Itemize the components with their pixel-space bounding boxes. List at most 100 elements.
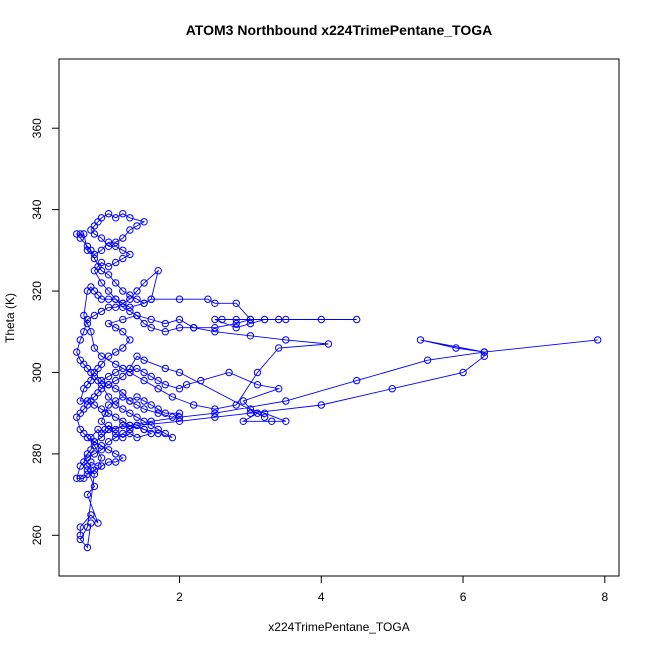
data-point (112, 324, 120, 332)
data-point (112, 279, 120, 287)
data-point (140, 405, 148, 413)
data-point (133, 287, 141, 295)
data-point (83, 466, 92, 474)
data-point (126, 226, 134, 234)
series-path (75, 213, 598, 549)
data-point (268, 417, 276, 425)
data-point (126, 214, 134, 222)
data-point (126, 397, 134, 405)
data-point (126, 429, 134, 438)
data-point (97, 405, 106, 413)
data-point (225, 368, 233, 377)
data-point (232, 401, 240, 409)
data-point (97, 381, 106, 389)
data-point (211, 328, 219, 336)
y-tick-label: 260 (30, 525, 44, 545)
data-point (76, 234, 85, 242)
data-point (112, 295, 120, 303)
data-point (211, 315, 219, 324)
data-point (83, 401, 92, 409)
data-point (119, 433, 127, 442)
data-point (154, 429, 162, 438)
data-point (175, 368, 184, 377)
data-point (104, 381, 113, 389)
data-point (260, 315, 269, 324)
data-point (97, 376, 106, 385)
data-point (126, 291, 134, 299)
data-point (83, 315, 92, 324)
data-point (112, 238, 120, 246)
data-point (97, 214, 106, 222)
data-point (119, 364, 127, 373)
data-point (80, 328, 88, 336)
data-point (140, 299, 148, 307)
data-point (112, 458, 120, 466)
y-tick-label: 300 (30, 362, 44, 382)
data-point (133, 401, 141, 409)
data-point (90, 470, 99, 478)
data-point (133, 364, 141, 373)
data-point (83, 450, 92, 458)
data-point (112, 360, 120, 368)
data-point (80, 458, 88, 466)
data-point (175, 315, 184, 324)
data-point (175, 409, 184, 417)
data-point (104, 372, 113, 381)
data-point (112, 433, 120, 442)
data-point (119, 287, 127, 295)
data-point (104, 446, 113, 454)
x-tick-label: 8 (601, 590, 608, 604)
data-point (119, 210, 127, 218)
data-point (275, 385, 283, 393)
data-point (90, 438, 99, 446)
data-point (190, 401, 198, 409)
data-point (94, 462, 102, 470)
data-point (83, 454, 92, 462)
data-point (73, 413, 81, 421)
data-point (112, 242, 120, 251)
data-point (119, 246, 127, 255)
data-point (126, 336, 134, 344)
data-point (168, 413, 177, 421)
data-point (353, 376, 361, 385)
y-tick-label: 320 (30, 281, 44, 301)
data-point (94, 519, 102, 527)
data-point (90, 267, 99, 275)
data-point (211, 413, 219, 421)
data-point (480, 348, 488, 356)
data-point (104, 238, 113, 246)
data-point (204, 295, 212, 303)
data-point (126, 303, 134, 311)
data-point (112, 376, 120, 385)
data-point (140, 368, 148, 377)
data-point (76, 523, 85, 531)
data-point (119, 328, 127, 336)
data-point (76, 474, 85, 482)
data-point (282, 397, 290, 405)
data-point (211, 405, 219, 413)
data-point (90, 311, 99, 320)
data-point (126, 368, 134, 377)
data-point (154, 376, 162, 385)
data-point (161, 364, 170, 373)
data-point (282, 417, 290, 425)
data-point (90, 482, 99, 491)
data-point (126, 409, 134, 417)
data-point (282, 315, 290, 324)
data-point (275, 315, 283, 324)
data-point (112, 214, 120, 222)
data-point (104, 210, 113, 218)
data-point (104, 319, 113, 328)
data-point (246, 409, 255, 417)
data-point (119, 303, 127, 311)
data-point (140, 279, 148, 287)
data-point (239, 417, 248, 425)
data-point (133, 311, 141, 320)
data-point (388, 385, 396, 393)
data-point (147, 429, 155, 438)
x-axis-label: x224TrimePentane_TOGA (268, 620, 409, 634)
data-point (97, 446, 106, 454)
data-point (119, 393, 127, 401)
data-point (104, 242, 113, 251)
data-point (112, 348, 120, 356)
